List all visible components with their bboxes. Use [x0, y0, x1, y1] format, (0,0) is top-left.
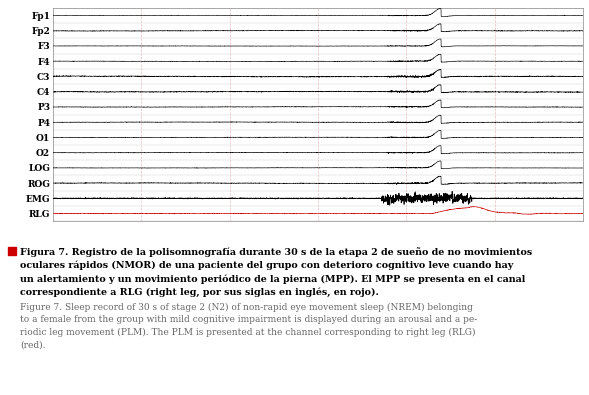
- Text: correspondiente a RLG (right leg, por sus siglas en inglés, en rojo).: correspondiente a RLG (right leg, por su…: [20, 288, 379, 297]
- Text: Figura 7. Registro de la polisomnografía durante 30 s de la etapa 2 de sueño de : Figura 7. Registro de la polisomnografía…: [20, 247, 532, 257]
- Text: Figure 7. Sleep record of 30 s of stage 2 (N2) of non-rapid eye movement sleep (: Figure 7. Sleep record of 30 s of stage …: [20, 303, 473, 312]
- Bar: [8, 247, 16, 255]
- Text: to a female from the group with mild cognitive impairment is displayed during an: to a female from the group with mild cog…: [20, 316, 477, 325]
- Text: (red).: (red).: [20, 340, 45, 350]
- Text: riodic leg movement (PLM). The PLM is presented at the channel corresponding to : riodic leg movement (PLM). The PLM is pr…: [20, 328, 475, 337]
- Text: un alertamiento y un movimiento periódico de la pierna (MPP). El MPP se presenta: un alertamiento y un movimiento periódic…: [20, 274, 525, 284]
- Text: oculares rápidos (NMOR) de una paciente del grupo con deterioro cognitivo leve c: oculares rápidos (NMOR) de una paciente …: [20, 260, 513, 270]
